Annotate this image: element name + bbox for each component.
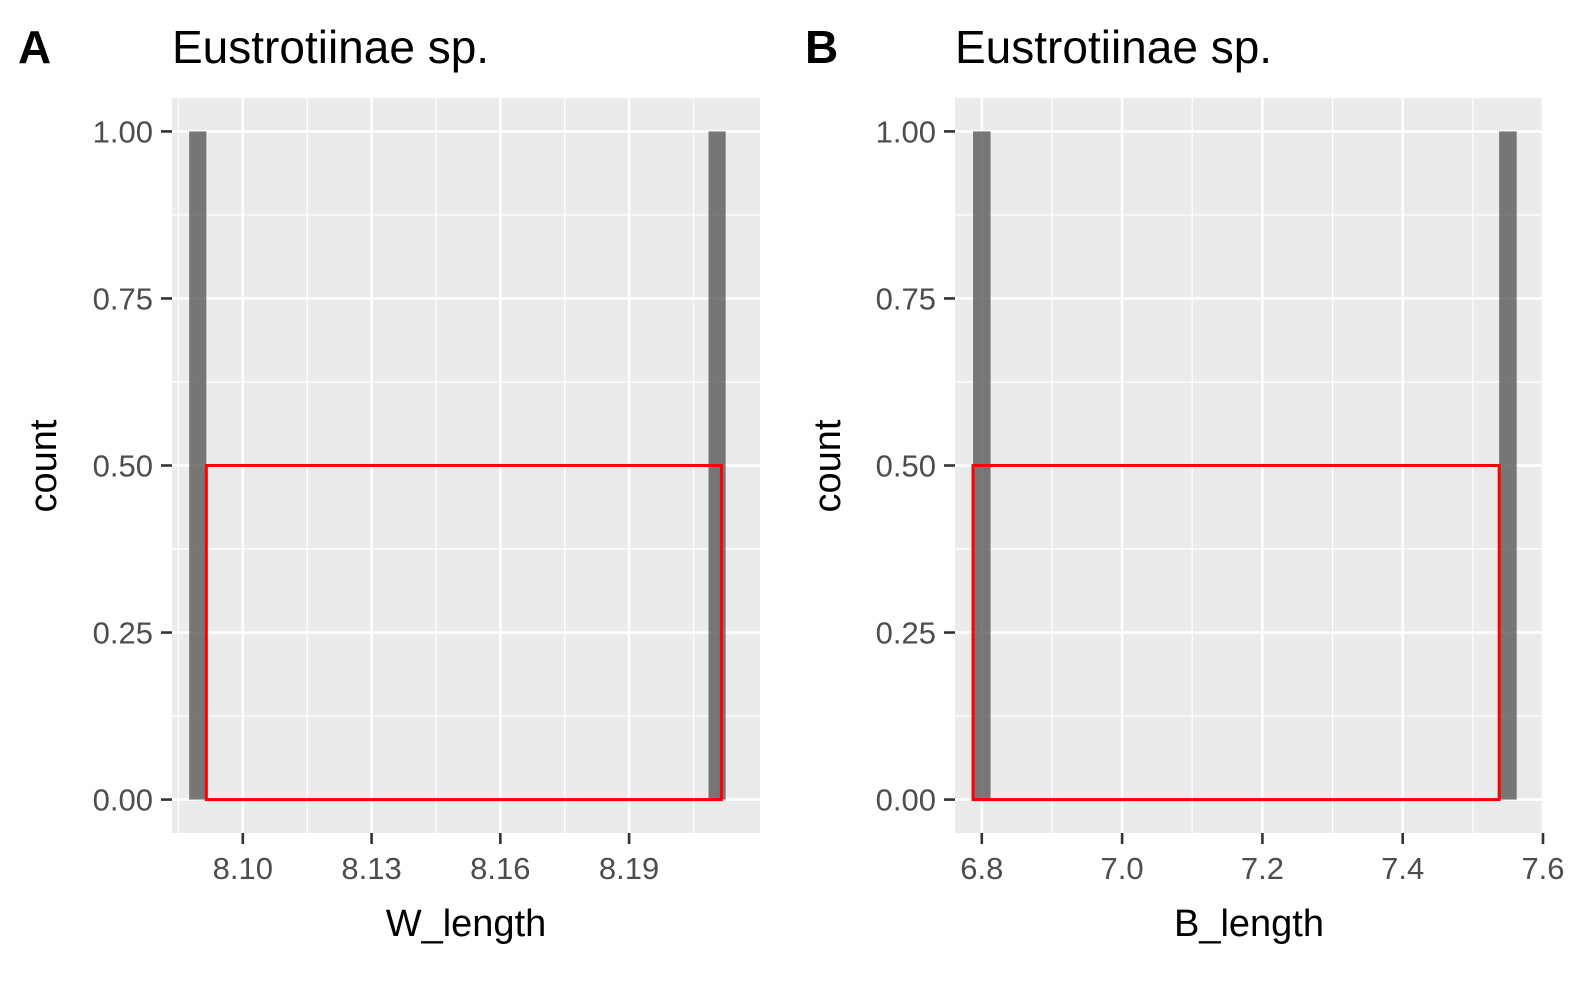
- y-tick-label: 0.00: [93, 783, 153, 818]
- y-tick-label: 0.25: [876, 616, 936, 651]
- panel-b-y-axis: 0.00 0.25 0.50 0.75 1.00: [876, 114, 955, 818]
- histogram-bar: [189, 131, 207, 800]
- panel-b-title: Eustrotiinae sp.: [955, 21, 1272, 73]
- y-tick-label: 1.00: [876, 114, 936, 149]
- y-tick-label: 1.00: [93, 114, 153, 149]
- x-tick-label: 8.13: [341, 851, 401, 886]
- panel-b-overlay: [971, 464, 1501, 802]
- panel-b-x-axis-label: B_length: [1174, 903, 1324, 945]
- y-tick-label: 0.25: [93, 616, 153, 651]
- panel-a-overlay: [204, 464, 723, 802]
- panel-a-tag: A: [18, 21, 51, 73]
- red-outline-rectangle: [204, 464, 723, 802]
- panel-b-tag: B: [805, 21, 838, 73]
- panel-b: B Eustrotiinae sp. 0.000.250.500.751.00 …: [805, 21, 1565, 945]
- panel-b-x-axis: 6.8 7.0 7.2 7.4 7.6: [960, 833, 1565, 886]
- panel-b-y-axis-label: count: [807, 419, 849, 512]
- x-tick-label: 8.10: [213, 851, 273, 886]
- x-tick-label: 8.16: [470, 851, 530, 886]
- histogram-bar: [1499, 131, 1517, 800]
- panel-b-bars: [973, 131, 1517, 800]
- y-tick-label: 0.00: [876, 783, 936, 818]
- x-tick-label: 7.2: [1241, 851, 1284, 886]
- panel-a: A Eustrotiinae sp. 0.000.250.500.751.00 …: [18, 21, 760, 945]
- x-tick-label: 6.8: [960, 851, 1003, 886]
- panel-a-x-axis-label: W_length: [386, 903, 547, 945]
- panel-a-title: Eustrotiinae sp.: [172, 21, 489, 73]
- x-tick-label: 7.0: [1101, 851, 1144, 886]
- x-tick-label: 8.19: [599, 851, 659, 886]
- x-tick-label: 7.6: [1521, 851, 1564, 886]
- panel-a-y-axis: 0.00 0.25 0.50 0.75 1.00: [93, 114, 172, 818]
- y-tick-label: 0.75: [93, 281, 153, 316]
- panel-a-x-axis: 8.10 8.13 8.16 8.19: [213, 833, 659, 886]
- y-tick-label: 0.75: [876, 281, 936, 316]
- panel-a-y-axis-label: count: [23, 419, 65, 512]
- red-outline-rectangle: [971, 464, 1501, 802]
- y-tick-label: 0.50: [93, 449, 153, 484]
- x-tick-label: 7.4: [1381, 851, 1424, 886]
- y-tick-label: 0.50: [876, 449, 936, 484]
